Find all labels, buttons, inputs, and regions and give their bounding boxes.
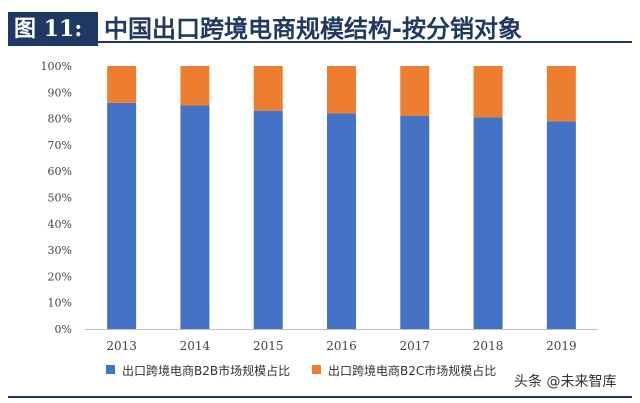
x-tick-label: 2016 <box>326 339 357 353</box>
bar-b2c <box>180 66 210 106</box>
bars-group <box>85 66 598 330</box>
footer-divider <box>8 396 632 398</box>
y-tick-label: 90% <box>48 86 72 99</box>
bar-b2b <box>180 105 210 329</box>
bar-b2c <box>327 66 356 114</box>
bar-b2c <box>400 66 430 116</box>
x-tick-label: 2019 <box>546 339 577 353</box>
y-tick-label: 100% <box>41 60 72 73</box>
x-tick-label: 2014 <box>180 339 211 353</box>
x-tick-label: 2013 <box>106 339 137 353</box>
x-tick-label: 2015 <box>253 339 284 353</box>
y-tick-label: 80% <box>48 113 72 126</box>
bar-b2c <box>107 66 137 103</box>
watermark: 头条 @未来智库 <box>514 374 617 390</box>
header-divider <box>8 41 632 43</box>
y-tick-label: 50% <box>48 192 72 205</box>
bar-b2b <box>473 117 503 329</box>
y-tick-label: 10% <box>48 297 72 310</box>
figure-title: 中国出口跨境电商规模结构-按分销对象 <box>104 15 522 43</box>
bar-b2b <box>253 110 283 330</box>
bar-b2b <box>400 115 430 329</box>
bar-b2b <box>546 121 576 329</box>
y-tick-label: 20% <box>48 270 72 283</box>
bar-b2c <box>473 66 503 118</box>
x-axis: 2013 2014 2015 2016 2017 2018 2019 <box>106 339 576 353</box>
x-tick-label: 2017 <box>400 339 431 353</box>
figure-label: 图 11: <box>8 12 98 46</box>
y-tick-label: 60% <box>48 165 72 178</box>
bar-b2c <box>546 66 576 122</box>
y-tick-label: 0% <box>55 323 72 336</box>
legend-swatch <box>312 365 321 374</box>
legend-label: 出口跨境电商B2B市场规模占比 <box>122 363 290 378</box>
legend-label: 出口跨境电商B2C市场规模占比 <box>328 363 496 378</box>
y-tick-label: 70% <box>48 139 72 152</box>
y-tick-label: 30% <box>48 244 72 257</box>
legend-swatch <box>106 365 115 374</box>
bar-b2b <box>107 102 137 329</box>
figure-header: 图 11: 中国出口跨境电商规模结构-按分销对象 <box>0 8 640 48</box>
bar-b2b <box>327 113 356 329</box>
legend: 出口跨境电商B2B市场规模占比 出口跨境电商B2C市场规模占比 <box>106 363 496 378</box>
y-tick-label: 40% <box>48 218 72 231</box>
x-tick-label: 2018 <box>473 339 504 353</box>
bar-b2c <box>253 66 283 111</box>
y-axis: 0% 10% 20% 30% 40% 50% 60% 70% 80% 90% 100% <box>41 60 72 336</box>
